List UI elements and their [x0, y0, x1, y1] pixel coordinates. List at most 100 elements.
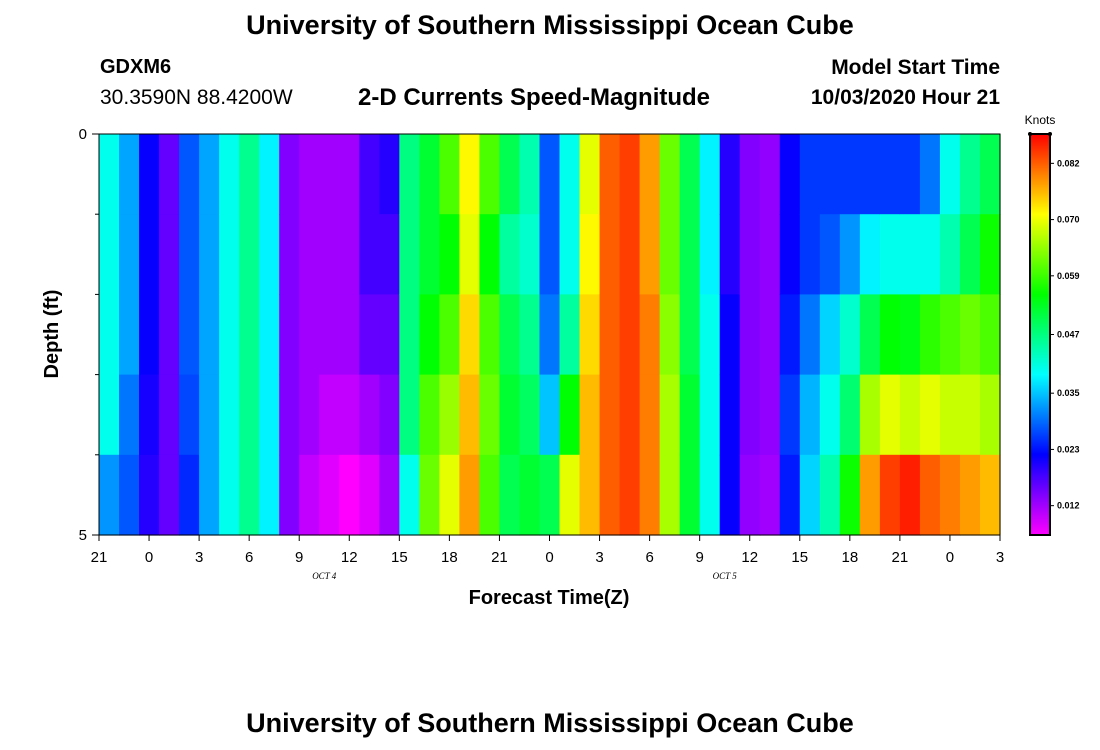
heatmap-cell — [899, 374, 921, 456]
heatmap-cell — [679, 134, 701, 215]
colorbar-tick-label: 0.059 — [1057, 271, 1080, 281]
heatmap-cell — [739, 294, 761, 376]
heatmap-cell — [859, 454, 881, 536]
heatmap-cell — [259, 214, 280, 295]
x-tick-label: 21 — [491, 549, 508, 566]
heatmap-cell — [159, 294, 180, 376]
heatmap-cell — [119, 294, 140, 376]
heatmap-cell — [379, 134, 400, 215]
colorbar-tick-label: 0.070 — [1057, 215, 1080, 225]
x-tick-label: 0 — [946, 549, 954, 566]
heatmap-cell — [359, 134, 380, 215]
heatmap-cell — [459, 454, 481, 536]
heatmap-cell — [579, 374, 601, 456]
heatmap-cell — [439, 374, 460, 456]
heatmap-cell — [979, 134, 1001, 215]
x-tick-label: 9 — [695, 549, 703, 566]
heatmap-cell — [599, 214, 621, 295]
heatmap-cell — [459, 134, 481, 215]
heatmap-cell — [299, 454, 320, 536]
heatmap-cell — [139, 134, 160, 215]
heatmap-cell — [899, 294, 921, 376]
heatmap-cell — [339, 374, 360, 456]
heatmap-cell — [959, 294, 981, 376]
heatmap-cell — [699, 134, 721, 215]
colorbar-tick-label: 0.035 — [1057, 388, 1080, 398]
heatmap-cell — [919, 454, 941, 536]
date-label: OCT 4 — [312, 571, 337, 581]
heatmap-cell — [799, 454, 821, 536]
heatmap-cell — [239, 214, 260, 295]
x-tick-label: 9 — [295, 549, 303, 566]
heatmap-cell — [519, 134, 541, 215]
heatmap-cell — [219, 214, 240, 295]
heatmap-cell — [219, 454, 240, 536]
heatmap-cell — [259, 454, 280, 536]
x-tick-label: 6 — [645, 549, 653, 566]
heatmap-cell — [819, 454, 841, 536]
heatmap-cell — [179, 454, 200, 536]
heatmap-cell — [519, 454, 541, 536]
heatmap-cell — [239, 374, 260, 456]
heatmap-cell — [939, 294, 961, 376]
colorbar: Knots 0.012 0.023 0.035 0.047 0.059 0.070 0.082 — [1025, 113, 1080, 536]
heatmap-cell — [399, 454, 420, 536]
heatmap-cell — [459, 214, 481, 295]
heatmap-cell — [759, 134, 781, 215]
heatmap-cell — [239, 294, 260, 376]
heatmap-cell — [919, 374, 941, 456]
heatmap-cell — [479, 454, 501, 536]
heatmap-cell — [339, 214, 360, 295]
heatmap-cell — [539, 454, 561, 536]
heatmap-cell — [419, 374, 440, 456]
heatmap-cell — [359, 374, 380, 456]
heatmap-cell — [859, 294, 881, 376]
heatmap-cell — [339, 294, 360, 376]
heatmap-cell — [439, 134, 460, 215]
heatmap-cell — [499, 134, 521, 215]
heatmap-cell — [839, 214, 861, 295]
heatmap-cell — [319, 454, 340, 536]
heatmap-cell — [879, 454, 901, 536]
heatmap-cell — [439, 214, 460, 295]
heatmap-cell — [99, 214, 120, 295]
heatmap-cell — [439, 294, 460, 376]
heatmap-cell — [619, 214, 641, 295]
heatmap-cell — [759, 374, 781, 456]
heatmap-cell — [939, 134, 961, 215]
heatmap-cell — [719, 214, 741, 295]
heatmap-cell — [859, 374, 881, 456]
station-coordinates: 30.3590N 88.4200W — [100, 86, 293, 109]
heatmap-cell — [199, 294, 220, 376]
heatmap-cell — [99, 374, 120, 456]
model-start-value: 10/03/2020 Hour 21 — [810, 86, 1000, 109]
heatmap-cell — [99, 134, 120, 215]
heatmap-cell — [279, 134, 300, 215]
heatmap-cell — [939, 214, 961, 295]
heatmap-cell — [419, 454, 440, 536]
heatmap-cell — [559, 454, 581, 536]
heatmap-cell — [679, 294, 701, 376]
heatmap-cell — [259, 374, 280, 456]
heatmap-cell — [359, 214, 380, 295]
heatmap-cell — [379, 214, 400, 295]
heatmap-cell — [559, 214, 581, 295]
heatmap-cell — [699, 294, 721, 376]
heatmap-cell — [939, 454, 961, 536]
heatmap-cell — [479, 134, 501, 215]
heatmap-cell — [499, 294, 521, 376]
heatmap-cell — [99, 294, 120, 376]
heatmap-cell — [319, 294, 340, 376]
heatmap-cell — [139, 214, 160, 295]
heatmap-cell — [379, 374, 400, 456]
x-axis: 21 0 3 6 9 12 15 18 21 0 3 6 9 12 15 18 21 0 3 OCT 4 OCT 5 — [91, 535, 1004, 581]
y-tick-label: 5 — [79, 527, 87, 544]
heatmap-cell — [559, 374, 581, 456]
heatmap-cell — [279, 374, 300, 456]
heatmap-cell — [459, 294, 481, 376]
heatmap-cell — [239, 454, 260, 536]
heatmap-cell — [259, 134, 280, 215]
heatmap-cell — [399, 214, 420, 295]
heatmap-cell — [399, 134, 420, 215]
